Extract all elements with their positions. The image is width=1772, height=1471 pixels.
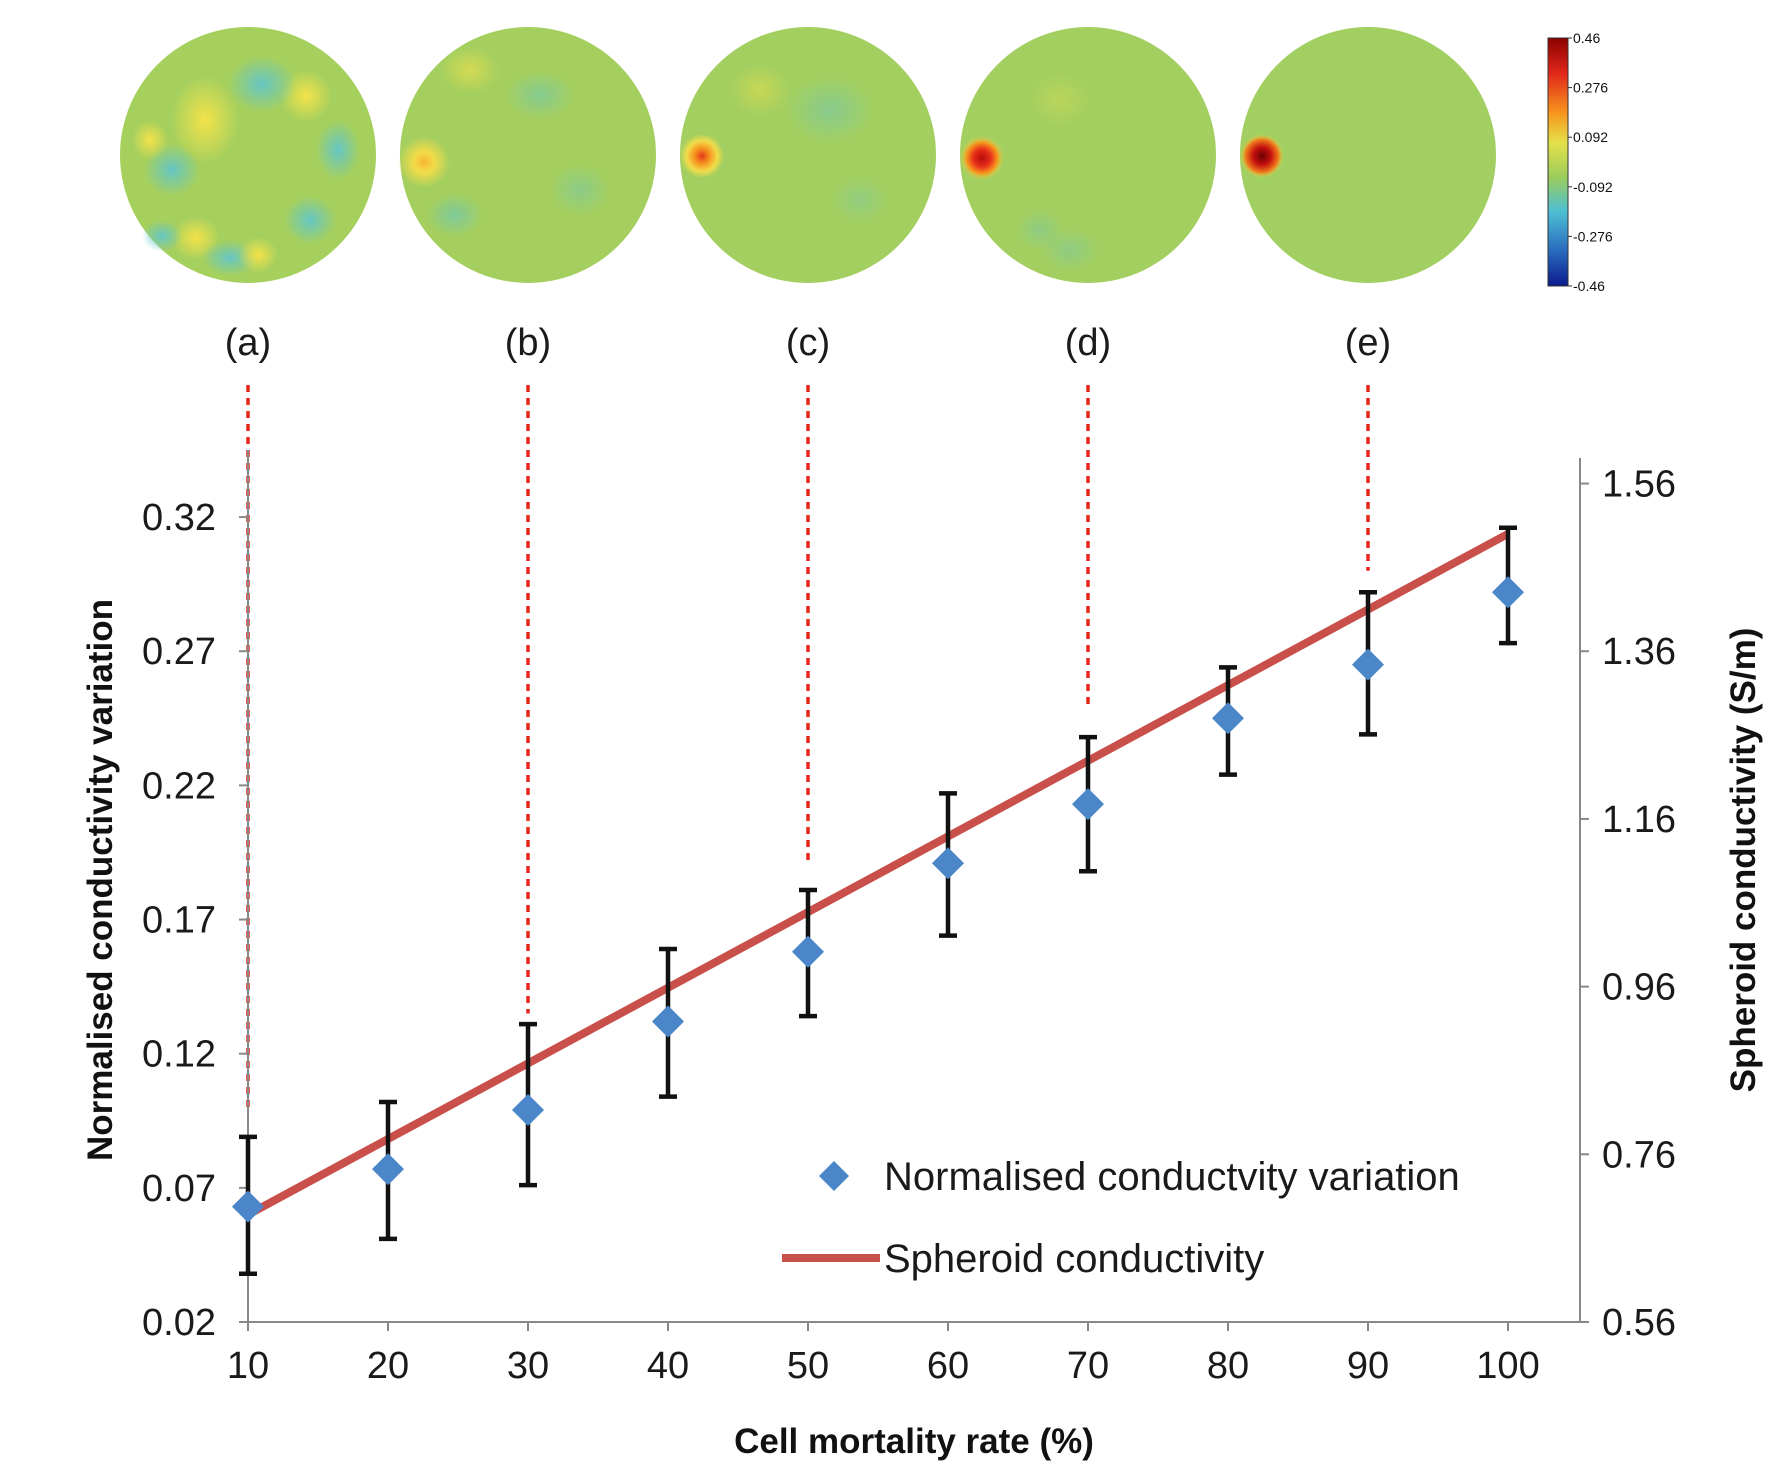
legend-marker-points	[819, 1161, 849, 1191]
x-tick-label: 60	[927, 1345, 969, 1387]
y-tick-label: 0.22	[142, 765, 216, 807]
x-axis-title: Cell mortality rate (%)	[734, 1422, 1094, 1461]
y-tick-label: 0.27	[142, 631, 216, 673]
y2-tick-label: 0.56	[1602, 1302, 1676, 1344]
x-tick-label: 100	[1476, 1345, 1539, 1387]
x-tick-label: 40	[647, 1345, 689, 1387]
reconstruction-c	[680, 27, 936, 283]
colorbar-tick-label: 0.46	[1573, 30, 1600, 46]
y2-tick-label: 0.96	[1602, 967, 1676, 1009]
data-point	[1072, 788, 1104, 821]
y-tick-label: 0.32	[142, 497, 216, 539]
y2-tick-label: 0.76	[1602, 1134, 1676, 1176]
y-axis-title: Normalised conductivity variation	[81, 599, 120, 1161]
y2-axis-title: Spheroid conductivity (S/m)	[1724, 628, 1763, 1093]
reconstruction-a	[120, 27, 376, 283]
data-points	[232, 576, 1524, 1223]
panel-label: (a)	[225, 322, 271, 364]
spheroid-conductivity-line-group	[246, 530, 1510, 1219]
y-tick-label: 0.12	[142, 1034, 216, 1076]
panel-labels: (a) (b) (c) (d) (e)	[225, 322, 1391, 364]
panel-label: (d)	[1065, 322, 1111, 364]
reconstruction-images	[120, 27, 1496, 283]
panel-label: (b)	[505, 322, 551, 364]
error-bars	[239, 525, 1517, 1276]
y2-tick-label: 1.56	[1602, 464, 1676, 506]
data-point	[512, 1094, 544, 1127]
colorbar: 0.46 0.276 0.092 -0.092 -0.276 -0.46	[1547, 30, 1613, 294]
colorbar-tick-label: 0.276	[1573, 80, 1608, 96]
data-point	[1492, 576, 1524, 609]
y2-ticks: 0.56 0.76 0.96 1.16 1.36 1.56	[1580, 464, 1676, 1344]
legend: Normalised conductvity variation Spheroid…	[782, 1155, 1460, 1281]
x-tick-label: 90	[1347, 1345, 1389, 1387]
data-point	[372, 1153, 404, 1186]
colorbar-tick-label: -0.46	[1573, 278, 1605, 294]
colorbar-tick-label: -0.092	[1573, 179, 1613, 195]
data-point	[1212, 702, 1244, 735]
x-tick-label: 20	[367, 1345, 409, 1387]
legend-label-line: Spheroid conductivity	[884, 1237, 1264, 1281]
panel-label: (e)	[1345, 322, 1391, 364]
x-tick-label: 50	[787, 1345, 829, 1387]
reconstruction-d	[960, 27, 1216, 283]
spheroid-conductivity-line	[246, 530, 1510, 1219]
y-tick-label: 0.17	[142, 900, 216, 942]
colorbar-tick-label: 0.092	[1573, 129, 1608, 145]
y2-tick-label: 1.36	[1602, 631, 1676, 673]
x-ticks: 10 20 30 40 50 60 70 80 90 100	[227, 1322, 1540, 1387]
panel-label: (c)	[786, 322, 830, 364]
reconstruction-b	[398, 27, 656, 283]
y2-tick-label: 1.16	[1602, 799, 1676, 841]
reconstruction-e	[1240, 27, 1496, 283]
x-tick-label: 80	[1207, 1345, 1249, 1387]
x-tick-label: 70	[1067, 1345, 1109, 1387]
legend-label-points: Normalised conductvity variation	[884, 1155, 1460, 1199]
data-point	[652, 1005, 684, 1038]
y-tick-label: 0.02	[142, 1302, 216, 1344]
data-point	[932, 847, 964, 880]
data-point	[792, 935, 824, 968]
colorbar-tick-label: -0.276	[1573, 228, 1613, 244]
x-tick-label: 10	[227, 1345, 269, 1387]
data-point	[232, 1190, 264, 1223]
x-tick-label: 30	[507, 1345, 549, 1387]
y-tick-label: 0.07	[142, 1168, 216, 1210]
data-point	[1352, 648, 1384, 681]
y-ticks: 0.02 0.07 0.12 0.17 0.22 0.27 0.32	[142, 497, 248, 1344]
